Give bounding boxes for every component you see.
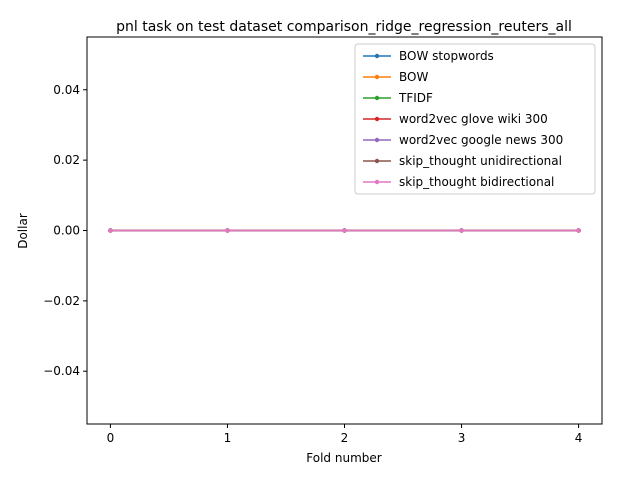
legend: BOW stopwords BOW TFIDF word2vec glove wiki… bbox=[354, 43, 596, 195]
y-tick-label: 0.04 bbox=[53, 83, 80, 97]
legend-label: skip_thought unidirectional bbox=[399, 154, 562, 168]
legend-marker bbox=[374, 137, 380, 143]
y-axis-label: Dollar bbox=[16, 213, 30, 249]
y-tick-label: 0.00 bbox=[53, 224, 80, 238]
legend-marker bbox=[374, 158, 380, 164]
legend-marker bbox=[374, 95, 380, 101]
legend-marker bbox=[374, 116, 380, 122]
legend-item: BOW stopwords bbox=[363, 49, 494, 63]
x-axis: 0 1 2 3 4 bbox=[107, 424, 583, 445]
legend-item: skip_thought bidirectional bbox=[363, 175, 554, 189]
legend-label: BOW bbox=[399, 70, 428, 84]
data-point bbox=[108, 228, 113, 233]
legend-label: word2vec google news 300 bbox=[399, 133, 563, 147]
legend-box bbox=[354, 43, 596, 195]
y-axis: −0.04 −0.02 0.00 0.02 0.04 bbox=[43, 83, 87, 378]
y-tick-label: −0.04 bbox=[43, 364, 80, 378]
y-tick-label: 0.02 bbox=[53, 153, 80, 167]
x-tick-label: 4 bbox=[575, 431, 583, 445]
x-tick-label: 3 bbox=[458, 431, 466, 445]
x-tick-label: 1 bbox=[224, 431, 232, 445]
series-6 bbox=[108, 228, 581, 233]
legend-item: word2vec google news 300 bbox=[363, 133, 563, 147]
x-tick-label: 0 bbox=[107, 431, 115, 445]
legend-label: BOW stopwords bbox=[399, 49, 494, 63]
legend-marker bbox=[374, 74, 380, 80]
legend-label: TFIDF bbox=[398, 91, 433, 105]
y-tick-label: −0.02 bbox=[43, 294, 80, 308]
legend-marker bbox=[374, 179, 380, 185]
legend-label: word2vec glove wiki 300 bbox=[399, 112, 548, 126]
data-point bbox=[342, 228, 347, 233]
x-tick-label: 2 bbox=[341, 431, 349, 445]
chart-title: pnl task on test dataset comparison_ridg… bbox=[116, 19, 572, 35]
legend-item: BOW bbox=[363, 70, 428, 84]
data-point bbox=[459, 228, 464, 233]
x-axis-label: Fold number bbox=[306, 451, 381, 465]
legend-item: skip_thought unidirectional bbox=[363, 154, 562, 168]
data-point bbox=[225, 228, 230, 233]
legend-item: word2vec glove wiki 300 bbox=[363, 112, 548, 126]
data-point bbox=[576, 228, 581, 233]
legend-label: skip_thought bidirectional bbox=[399, 175, 554, 189]
series-layer bbox=[108, 228, 581, 233]
legend-marker bbox=[374, 53, 380, 59]
legend-item: TFIDF bbox=[363, 91, 433, 105]
